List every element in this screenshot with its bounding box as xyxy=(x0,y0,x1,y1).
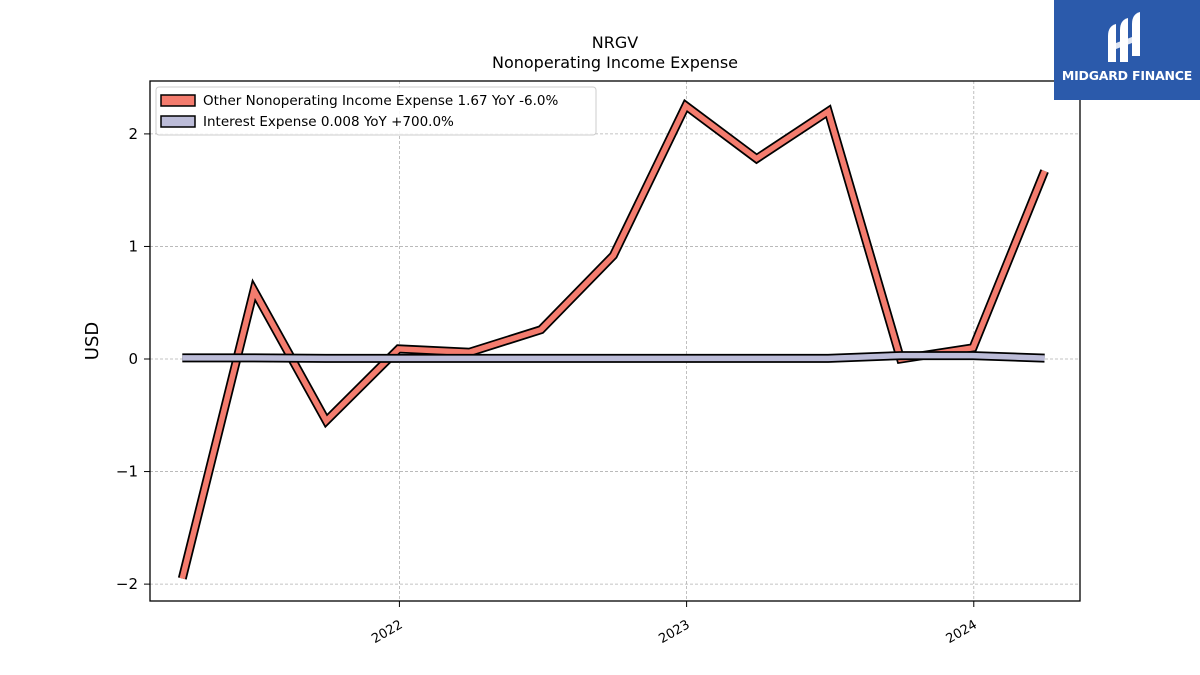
y-tick-label: −2 xyxy=(116,575,138,593)
legend-swatch-other-nonoperating xyxy=(160,94,196,107)
legend-label-interest-expense: Interest Expense 0.008 YoY +700.0% xyxy=(203,114,454,130)
y-axis-label: USD xyxy=(82,322,103,360)
y-tick-label: −1 xyxy=(116,463,138,481)
plot-frame xyxy=(149,80,1081,602)
y-tick-label: 0 xyxy=(128,350,138,368)
brand-logo: MIDGARD FINANCE xyxy=(1054,0,1200,100)
series-layer xyxy=(177,98,1049,580)
x-tick-label: 2024 xyxy=(944,617,980,647)
legend-swatch-interest-expense xyxy=(160,115,196,128)
legend: Other Nonoperating Income Expense 1.67 Y… xyxy=(155,86,597,136)
series-line-interest-expense xyxy=(182,352,1045,362)
midgard-logo-icon xyxy=(1108,12,1140,62)
brand-name: MIDGARD FINANCE xyxy=(1061,68,1193,83)
x-tick-label: 2023 xyxy=(656,617,692,647)
axis-ticks: −2 −1 0 1 2 2022 2023 2024 xyxy=(116,125,980,647)
x-tick-label: 2022 xyxy=(369,617,405,647)
chart-subtitle: Nonoperating Income Expense xyxy=(492,53,738,72)
y-tick-label: 2 xyxy=(128,125,138,143)
chart-title: NRGV xyxy=(592,33,638,52)
legend-box xyxy=(155,86,597,136)
y-tick-label: 1 xyxy=(128,237,138,255)
series-line-other-nonoperating-income-expense xyxy=(179,101,1048,580)
legend-label-other-nonoperating: Other Nonoperating Income Expense 1.67 Y… xyxy=(203,93,558,109)
series-outline-other-nonoperating-income-expense xyxy=(177,98,1049,580)
grid-lines xyxy=(150,81,1080,601)
